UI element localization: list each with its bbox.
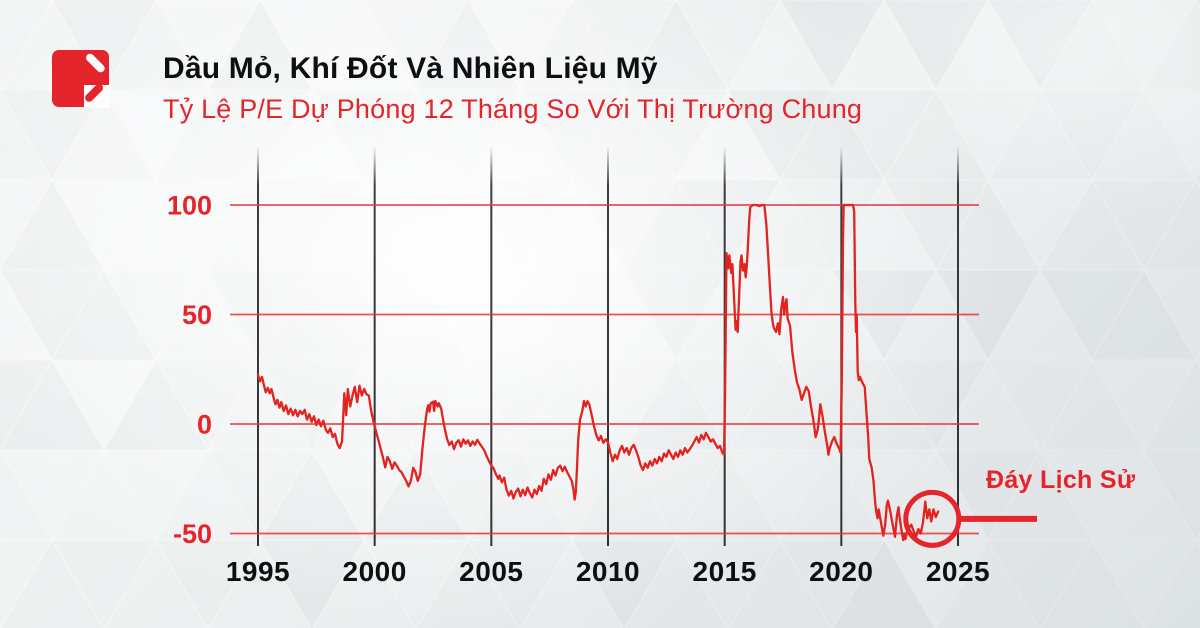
brand-logo-icon [52, 50, 110, 108]
x-axis-tick-label: 2020 [809, 556, 873, 587]
annotation-circle [903, 489, 962, 548]
title-block: Dầu Mỏ, Khí Đốt Và Nhiên Liệu Mỹ Tỷ Lệ P… [163, 50, 862, 126]
x-axis-tick-label: 2010 [576, 556, 640, 587]
header: Dầu Mỏ, Khí Đốt Và Nhiên Liệu Mỹ Tỷ Lệ P… [52, 50, 862, 126]
y-axis-tick-label: 50 [182, 300, 212, 330]
y-axis-tick-label: 100 [167, 191, 212, 221]
x-axis-tick-label: 2025 [926, 556, 990, 587]
x-axis-tick-label: 2000 [343, 556, 407, 587]
y-axis-tick-label: -50 [173, 519, 212, 549]
x-axis-tick-label: 2015 [693, 556, 757, 587]
annotation-historical-bottom-label: Đáy Lịch Sử [986, 466, 1136, 494]
page-title: Dầu Mỏ, Khí Đốt Và Nhiên Liệu Mỹ [163, 52, 658, 85]
x-axis-tick-label: 1995 [226, 556, 290, 587]
x-axis-tick-label: 2005 [459, 556, 523, 587]
series-line-pe-ratio [256, 203, 940, 542]
page-subtitle: Tỷ Lệ P/E Dự Phóng 12 Tháng So Với Thị T… [163, 94, 863, 124]
y-axis-tick-label: 0 [197, 410, 212, 440]
